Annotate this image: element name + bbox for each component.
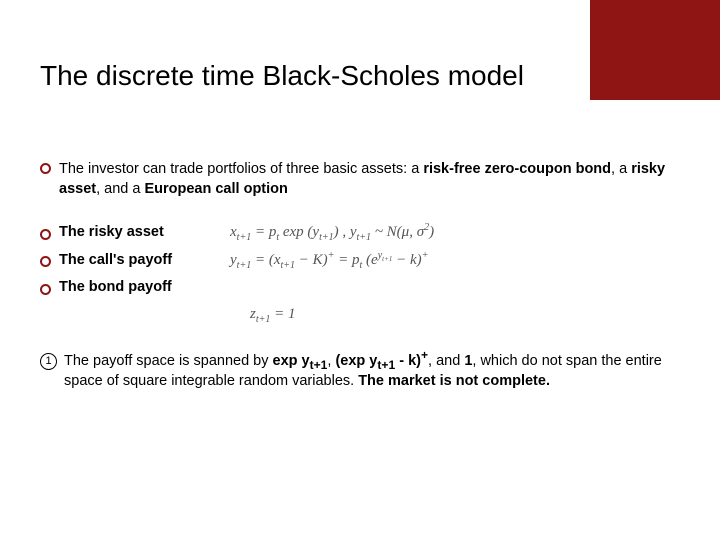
f: t+1 bbox=[237, 232, 252, 243]
intro-pre: The investor can trade portfolios of thr… bbox=[59, 161, 423, 177]
f: = p bbox=[251, 224, 276, 240]
n: , and bbox=[428, 353, 464, 369]
bond-label: The bond payoff bbox=[57, 278, 172, 298]
intro-b3: European call option bbox=[144, 181, 287, 197]
call-formula: yt+1 = (xt+1 − K)+ = pt (eyt+1 − k)+ bbox=[230, 252, 428, 269]
bond-formula: zt+1 = 1 bbox=[250, 306, 680, 323]
f: = p bbox=[334, 252, 359, 268]
f: + bbox=[422, 250, 429, 261]
f: exp (y bbox=[279, 224, 319, 240]
bullet-icon bbox=[40, 256, 51, 267]
bond-payoff-row: The bond payoff bbox=[40, 278, 680, 298]
call-payoff-row: The call's payoff yt+1 = (xt+1 − K)+ = p… bbox=[40, 251, 680, 271]
f: y bbox=[350, 224, 357, 240]
intro-text: The investor can trade portfolios of thr… bbox=[57, 160, 680, 199]
f: t+1 bbox=[357, 232, 372, 243]
f: − K) bbox=[295, 252, 328, 268]
note-row: 1 The payoff space is spanned by exp yt+… bbox=[40, 351, 680, 392]
bullet-icon bbox=[40, 284, 51, 295]
f: t+1 bbox=[237, 260, 252, 271]
circled-number-icon: 1 bbox=[40, 353, 57, 370]
bullet-icon bbox=[40, 163, 51, 174]
content-area: The investor can trade portfolios of thr… bbox=[40, 160, 680, 391]
f: (e bbox=[362, 252, 377, 268]
n: t+1 bbox=[377, 358, 395, 372]
f: ~ N(μ, σ bbox=[371, 224, 424, 240]
f: y bbox=[230, 252, 237, 268]
intro-b1: risk-free zero-coupon bond bbox=[423, 161, 611, 177]
f: − k) bbox=[392, 252, 421, 268]
intro-mid1: , a bbox=[611, 161, 631, 177]
f: = (x bbox=[251, 252, 280, 268]
risky-asset-row: The risky asset xt+1 = pt exp (yt+1) , y… bbox=[40, 223, 680, 243]
bullet-icon bbox=[40, 229, 51, 240]
intro-bullet: The investor can trade portfolios of thr… bbox=[40, 160, 680, 199]
n: The market is not complete. bbox=[358, 373, 550, 389]
risky-label: The risky asset bbox=[57, 223, 164, 243]
page-title: The discrete time Black-Scholes model bbox=[40, 58, 524, 93]
f: t+1 bbox=[280, 260, 295, 271]
note-text: The payoff space is spanned by exp yt+1,… bbox=[64, 351, 680, 392]
f: t+1 bbox=[382, 255, 392, 263]
f: t+1 bbox=[319, 232, 334, 243]
n: - k) bbox=[395, 353, 421, 369]
f: t+1 bbox=[256, 314, 271, 325]
n: The payoff space is spanned by bbox=[64, 353, 273, 369]
n: t+1 bbox=[310, 358, 328, 372]
f: ) bbox=[429, 224, 434, 240]
f: = 1 bbox=[270, 306, 295, 322]
intro-mid2: , and a bbox=[96, 181, 144, 197]
n: (exp y bbox=[335, 353, 377, 369]
risky-formula: xt+1 = pt exp (yt+1) , yt+1 ~ N(μ, σ2) bbox=[230, 224, 434, 241]
n: + bbox=[421, 348, 428, 362]
call-label: The call's payoff bbox=[57, 251, 172, 271]
n: exp y bbox=[273, 353, 310, 369]
f: x bbox=[230, 224, 237, 240]
f: ) , bbox=[334, 224, 347, 240]
accent-block bbox=[590, 0, 720, 100]
